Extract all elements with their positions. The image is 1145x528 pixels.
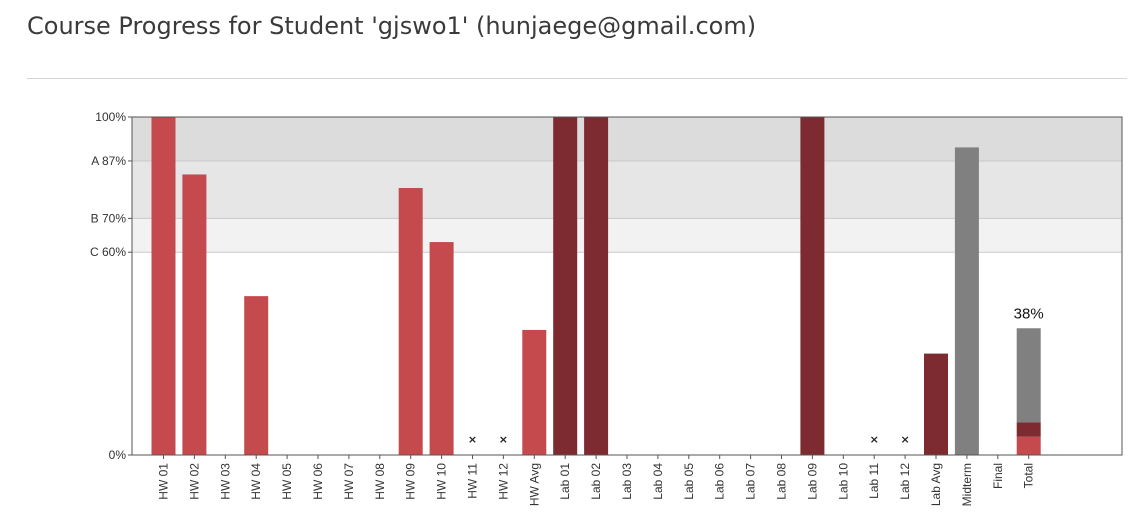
x-tick-label-hw-10: HW 10 [435, 463, 449, 500]
x-tick-label-hw-12: HW 12 [496, 463, 510, 500]
bar-lab-01 [553, 117, 578, 455]
x-tick-label-lab-08: Lab 08 [775, 463, 789, 500]
not-submitted-marker: × [499, 433, 508, 446]
x-tick-label-lab-06: Lab 06 [713, 463, 727, 500]
not-submitted-marker: × [900, 433, 909, 446]
x-tick-label-midterm: Midterm [960, 463, 974, 506]
bar-midterm [954, 147, 979, 456]
y-tick-label-4: 0% [109, 448, 127, 462]
x-tick-label-lab-01: Lab 01 [558, 463, 572, 500]
bar-hw-01 [151, 117, 176, 455]
x-tick-label-lab-09: Lab 09 [805, 463, 819, 500]
x-tick-label-hw-04: HW 04 [249, 463, 263, 500]
x-tick-label-lab-05: Lab 05 [682, 463, 696, 500]
bar-hw-avg [522, 329, 547, 455]
x-tick-label-hw-08: HW 08 [373, 463, 387, 500]
bar-hw-10 [429, 242, 454, 455]
x-tick-label-lab-03: Lab 03 [620, 463, 634, 500]
x-tick-label-hw-03: HW 03 [218, 463, 232, 500]
bar-lab-02 [584, 117, 609, 455]
x-tick-label-hw-09: HW 09 [404, 463, 418, 500]
x-tick-label-hw-01: HW 01 [157, 463, 171, 500]
header-divider [27, 78, 1127, 79]
x-tick-label-hw-02: HW 02 [187, 463, 201, 500]
x-tick-label-hw-05: HW 05 [280, 463, 294, 500]
total-percent-label: 38% [1014, 306, 1044, 323]
bar-hw-04 [244, 296, 269, 455]
y-tick-label-0: 100% [95, 110, 126, 124]
not-submitted-marker: × [870, 433, 879, 446]
x-tick-label-total: Total [1022, 463, 1036, 488]
x-tick-label-lab-07: Lab 07 [744, 463, 758, 500]
bar-lab-avg [924, 353, 948, 455]
x-tick-label-lab-11: Lab 11 [867, 463, 881, 499]
x-tick-label-hw-07: HW 07 [342, 463, 356, 500]
x-tick-label-lab-12: Lab 12 [898, 463, 912, 500]
x-tick-label-lab-10: Lab 10 [836, 463, 850, 500]
y-tick-label-2: B 70% [91, 211, 127, 225]
x-tick-label-hw-11: HW 11 [466, 463, 480, 499]
total-segment-exam [1016, 328, 1041, 423]
total-segment-hw [1016, 436, 1041, 455]
x-tick-label-final: Final [991, 463, 1005, 489]
not-submitted-marker: × [468, 433, 477, 446]
y-tick-label-3: C 60% [90, 245, 126, 259]
bar-hw-02 [182, 174, 207, 455]
x-tick-label-hw-06: HW 06 [311, 463, 325, 500]
total-segment-lab [1016, 422, 1041, 437]
x-tick-label-lab-02: Lab 02 [589, 463, 603, 500]
x-tick-label-hw-avg: HW Avg [527, 463, 541, 506]
x-tick-label-lab-04: Lab 04 [651, 463, 665, 500]
page-title: Course Progress for Student 'gjswo1' (hu… [27, 12, 757, 40]
bar-lab-09 [800, 117, 825, 455]
y-tick-label-1: A 87% [91, 154, 126, 168]
bar-hw-09 [398, 187, 423, 456]
x-tick-label-lab-avg: Lab Avg [929, 463, 943, 506]
